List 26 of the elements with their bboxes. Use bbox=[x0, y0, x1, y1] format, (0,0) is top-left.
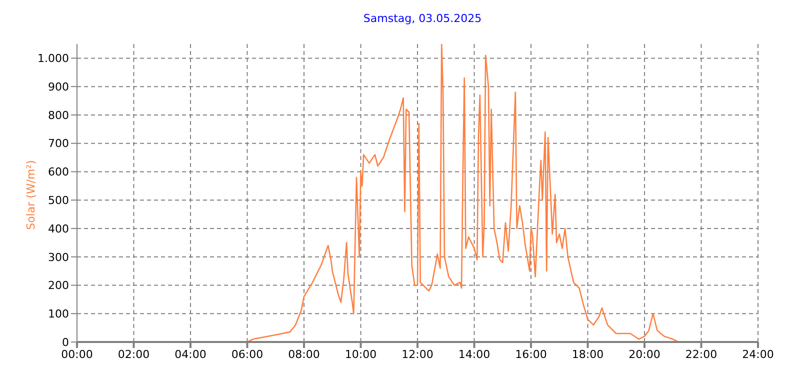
y-tick-label: 900 bbox=[48, 80, 69, 94]
x-tick-label: 14:00 bbox=[458, 348, 490, 361]
y-tick-label: 200 bbox=[48, 279, 69, 292]
x-tick-label: 06:00 bbox=[231, 348, 264, 361]
x-tick-label: 12:00 bbox=[402, 348, 434, 361]
x-tick-label: 00:00 bbox=[61, 348, 93, 361]
x-tick-label: 10:00 bbox=[344, 348, 377, 361]
x-tick-label: 20:00 bbox=[628, 348, 660, 361]
x-tick-label: 18:00 bbox=[572, 348, 604, 361]
y-tick-label: 100 bbox=[48, 308, 69, 321]
y-tick-label: 600 bbox=[48, 166, 69, 179]
x-tick-label: 02:00 bbox=[118, 348, 150, 361]
y-tick-label: 400 bbox=[48, 222, 69, 236]
y-tick-label: 0 bbox=[62, 336, 69, 349]
y-tick-label: 700 bbox=[48, 137, 69, 150]
y-tick-label: 1.000 bbox=[38, 52, 69, 66]
x-tick-label: 24:00 bbox=[742, 348, 774, 361]
x-tick-label: 16:00 bbox=[515, 348, 547, 361]
y-tick-label: 300 bbox=[48, 250, 69, 264]
x-tick-label: 22:00 bbox=[685, 348, 718, 361]
y-axis-title: Solar (W/m²) bbox=[24, 160, 38, 230]
x-tick-label: 04:00 bbox=[174, 348, 206, 361]
y-tick-label: 500 bbox=[48, 194, 69, 207]
x-tick-label: 08:00 bbox=[288, 348, 320, 361]
y-tick-label: 800 bbox=[48, 108, 69, 122]
chart-title: Samstag, 03.05.2025 bbox=[362, 12, 483, 25]
